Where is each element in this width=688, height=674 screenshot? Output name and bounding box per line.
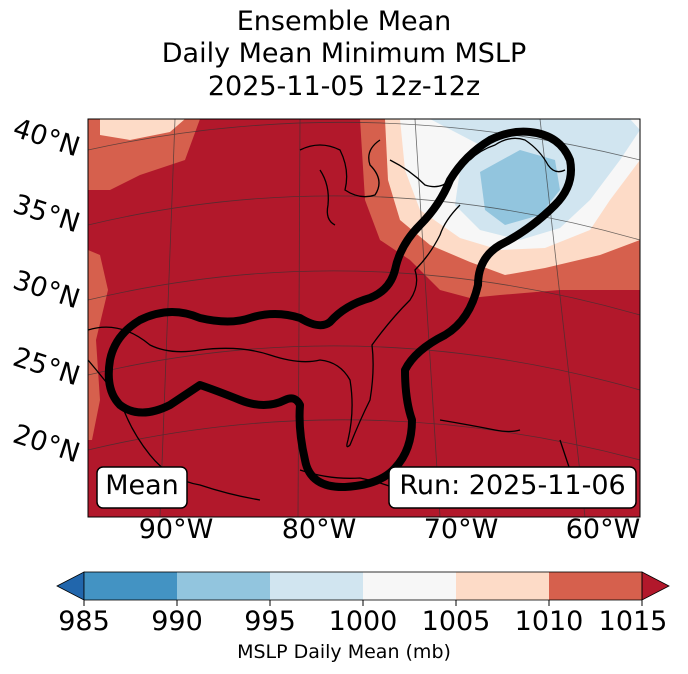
colorbar-seg-1000-1005 bbox=[363, 572, 456, 600]
colorbar-tick-1005: 1005 bbox=[421, 606, 491, 637]
colorbar-tick-1010: 1010 bbox=[514, 606, 584, 637]
map-frame bbox=[87, 118, 641, 518]
field-1010-left bbox=[88, 250, 108, 440]
colorbar-tick-1015: 1015 bbox=[598, 606, 668, 637]
ensemble-contour bbox=[104, 127, 575, 492]
colorbar-low-extend bbox=[56, 571, 85, 601]
run-label: Run: 2025-11-06 bbox=[399, 470, 626, 501]
colorbar-seg-995-1000 bbox=[270, 572, 363, 600]
coastlines bbox=[88, 137, 571, 501]
colorbar-seg-1005-1010 bbox=[456, 572, 549, 600]
mean-label: Mean bbox=[105, 470, 179, 501]
field-990-right bbox=[480, 150, 560, 225]
colorbar-seg-1010-1015 bbox=[549, 572, 642, 600]
title-line-2: Daily Mean Minimum MSLP bbox=[161, 38, 527, 69]
colorbar-seg-990-995 bbox=[177, 572, 270, 600]
colorbar-high-extend bbox=[641, 571, 670, 601]
colorbar-seg-985-990 bbox=[84, 572, 177, 600]
title-line-1: Ensemble Mean bbox=[236, 6, 452, 37]
colorbar-tick-995: 995 bbox=[244, 606, 296, 637]
lon-label-70w: 70°W bbox=[423, 514, 499, 545]
colorbar-tick-1000: 1000 bbox=[328, 606, 398, 637]
title-line-3: 2025-11-05 12z-12z bbox=[207, 71, 481, 102]
mean-box bbox=[96, 466, 188, 509]
colorbar-tick-990: 990 bbox=[151, 606, 203, 637]
field-1005-topleft bbox=[100, 119, 185, 140]
colorbar-label: MSLP Daily Mean (mb) bbox=[237, 641, 451, 663]
run-box bbox=[388, 466, 637, 509]
colorbar bbox=[56, 571, 670, 606]
lon-label-90w: 90°W bbox=[138, 514, 214, 545]
lon-label-60w: 60°W bbox=[565, 514, 641, 545]
lon-label-80w: 80°W bbox=[281, 514, 357, 545]
colorbar-tick-985: 985 bbox=[58, 606, 110, 637]
